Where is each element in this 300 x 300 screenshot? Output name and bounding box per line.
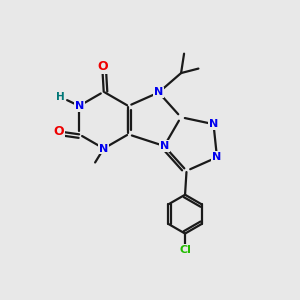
Text: N: N — [74, 101, 84, 111]
Text: H: H — [56, 92, 65, 102]
Text: N: N — [160, 141, 169, 151]
Text: N: N — [212, 152, 222, 162]
Text: N: N — [154, 88, 163, 98]
Text: O: O — [97, 60, 107, 73]
Text: N: N — [99, 143, 108, 154]
Text: O: O — [53, 125, 64, 138]
Text: Cl: Cl — [179, 245, 191, 255]
Text: N: N — [209, 119, 218, 129]
